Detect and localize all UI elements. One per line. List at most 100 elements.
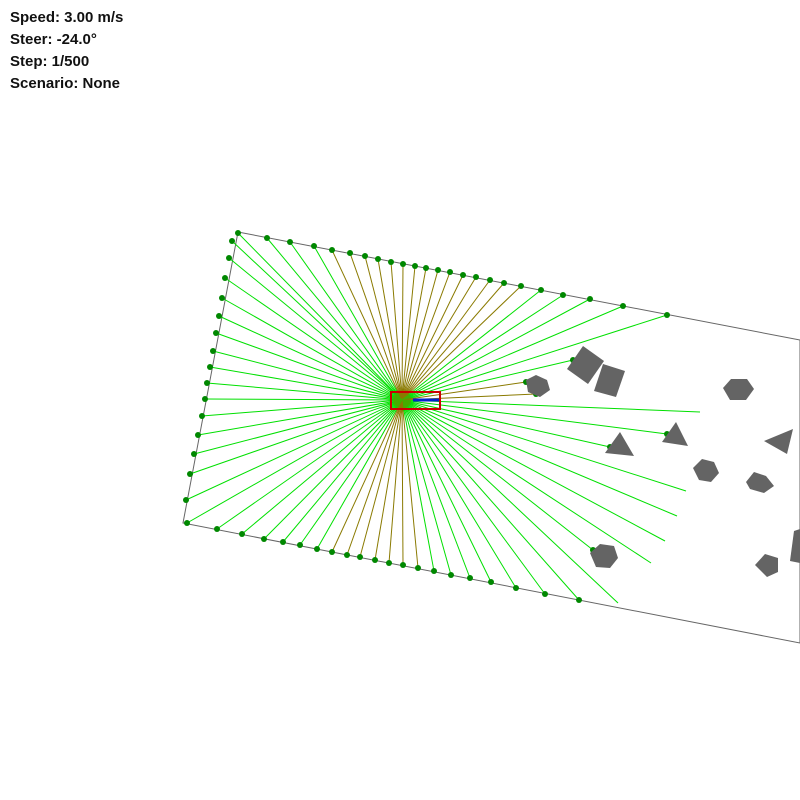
lidar-ray [401, 267, 427, 401]
lidar-hit-point [210, 348, 216, 354]
obstacle [567, 346, 604, 384]
lidar-ray [299, 399, 403, 546]
lidar-ray [401, 399, 678, 517]
lidar-ray [401, 282, 505, 401]
speed-readout: Speed: 3.00 m/s [10, 9, 124, 26]
lidar-ray [364, 255, 403, 401]
obstacle [605, 432, 634, 456]
lidar-hit-point [311, 243, 317, 249]
lidar-hit-point [357, 554, 363, 560]
lidar-hit-point [219, 295, 225, 301]
lidar-ray [204, 398, 403, 401]
lidar-hit-point [473, 274, 479, 280]
lidar-hit-point [184, 520, 190, 526]
lidar-ray [401, 399, 517, 589]
lidar-ray [289, 241, 403, 401]
lidar-ray [346, 399, 403, 556]
lidar-hit-point [513, 585, 519, 591]
lidar-ray [331, 249, 403, 401]
lidar-ray [282, 399, 403, 543]
lidar-ray [216, 399, 403, 530]
lidar-hit-point [587, 296, 593, 302]
lidar-hit-point [487, 277, 493, 283]
obstacle [723, 379, 754, 400]
lidar-ray [401, 399, 687, 492]
lidar-ray [237, 232, 403, 401]
obstacle [764, 429, 793, 454]
lidar-ray [212, 350, 403, 401]
lidar-hit-point [214, 526, 220, 532]
lidar-hit-point [447, 269, 453, 275]
lidar-ray [224, 277, 403, 401]
lidar-hit-point [239, 531, 245, 537]
lidar-hit-point [207, 364, 213, 370]
obstacles [526, 346, 800, 577]
lidar-ray [401, 263, 404, 401]
lidar-ray [209, 366, 403, 401]
lidar-ray [401, 381, 527, 401]
lidar-ray [401, 314, 668, 401]
lidar-hit-point [400, 562, 406, 568]
lidar-ray [266, 237, 403, 401]
obstacle [662, 422, 688, 446]
lidar-ray [218, 315, 403, 401]
obstacle [526, 375, 550, 397]
lidar-hit-point [329, 549, 335, 555]
lidar-ray [401, 298, 591, 401]
lidar-ray [401, 399, 611, 448]
lidar-rays [185, 232, 701, 604]
lidar-hit-point [213, 330, 219, 336]
lidar-hit-point [538, 287, 544, 293]
lidar-hit-point [287, 239, 293, 245]
lidar-hit-point [412, 263, 418, 269]
lidar-ray [401, 399, 404, 566]
lidar-ray [401, 289, 542, 401]
lidar-hit-point [202, 396, 208, 402]
lidar-hit-point [199, 413, 205, 419]
lidar-ray [231, 240, 403, 401]
obstacle [790, 529, 800, 563]
lidar-ray [401, 269, 439, 401]
lidar-hit-point [488, 579, 494, 585]
vehicle-body [390, 391, 441, 410]
lidar-ray [401, 399, 701, 413]
lidar-hit-point [400, 261, 406, 267]
lidar-ray [401, 279, 491, 401]
lidar-ray [401, 274, 464, 401]
lidar-hit-point [423, 265, 429, 271]
lidar-ray [401, 265, 416, 401]
lidar-hit-point [431, 568, 437, 574]
lidar-hit-point [501, 280, 507, 286]
lidar-ray [401, 399, 580, 601]
lidar-hit-point [542, 591, 548, 597]
scenario-readout: Scenario: None [10, 75, 121, 92]
lidar-hit-point [415, 565, 421, 571]
lidar-hit-point [191, 451, 197, 457]
obstacle [755, 554, 778, 577]
lidar-hit-point [372, 557, 378, 563]
lidar-ray [401, 399, 666, 542]
lidar-ray [401, 399, 471, 579]
lidar-hit-point [620, 303, 626, 309]
lidar-hit-point [183, 497, 189, 503]
lidar-hit-point [386, 560, 392, 566]
step-readout: Step: 1/500 [10, 53, 90, 70]
lidar-hit-point [314, 546, 320, 552]
lidar-ray [401, 271, 451, 401]
lidar-ray [186, 399, 403, 524]
lidar-ray [388, 399, 403, 564]
lidar-ray [263, 399, 403, 540]
lidar-hit-point [297, 542, 303, 548]
steer-readout: Steer: -24.0° [10, 31, 97, 48]
lidar-ray [206, 382, 403, 401]
lidar-hit-point [576, 597, 582, 603]
vehicle [390, 391, 441, 410]
lidar-ray [193, 399, 403, 455]
lidar-hit-point [467, 575, 473, 581]
lidar-ray [221, 297, 403, 401]
lidar-ray [401, 305, 624, 401]
lidar-ray [313, 245, 403, 401]
lidar-ray [197, 399, 403, 436]
lidar-hit-point [204, 380, 210, 386]
